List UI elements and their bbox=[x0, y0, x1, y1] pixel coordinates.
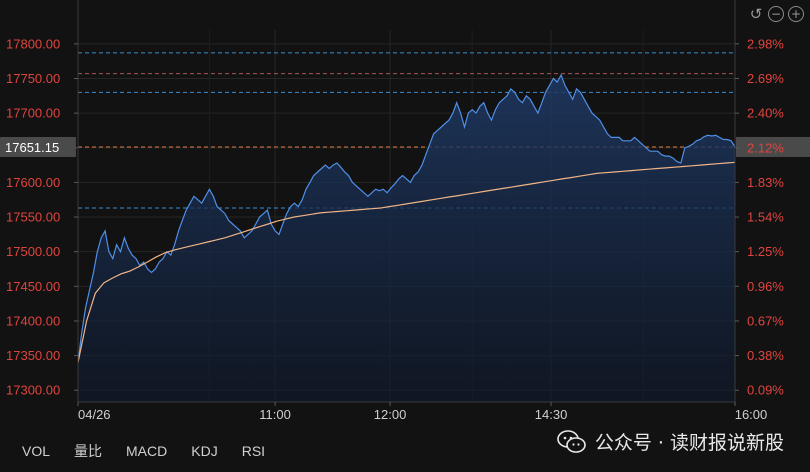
wechat-icon bbox=[557, 429, 586, 453]
undo-icon[interactable]: ↺ bbox=[749, 5, 763, 23]
x-tick: 04/26 bbox=[78, 407, 111, 422]
y-tick-right: 0.67% bbox=[747, 313, 784, 328]
tab-vol[interactable]: VOL bbox=[22, 443, 51, 459]
y-tick-right: 0.38% bbox=[747, 348, 784, 363]
tab-macd[interactable]: MACD bbox=[126, 443, 168, 459]
y-tick-left: 17600.00 bbox=[6, 175, 60, 190]
y-tick-right: 2.40% bbox=[747, 106, 784, 121]
y-tick-right: 1.25% bbox=[747, 244, 784, 259]
x-tick: 14:30 bbox=[535, 407, 568, 422]
y-tick-right: 2.12% bbox=[747, 140, 784, 155]
y-axis-right: 2.98% 2.69% 2.40% 2.12% 1.83% 1.54% 1.25% 0.96%… bbox=[735, 36, 810, 398]
price-tag-label: 17651.15 bbox=[5, 140, 59, 155]
x-axis: 04/26 11:00 12:00 14:30 16:00 bbox=[77, 402, 768, 422]
current-percent-bg bbox=[736, 136, 810, 157]
price-line bbox=[77, 73, 736, 363]
zoom-out-icon[interactable]: − bbox=[768, 6, 784, 22]
y-tick-left: 17300.00 bbox=[6, 383, 60, 398]
y-tick-left: 17450.00 bbox=[6, 279, 60, 294]
tab-volume-ratio[interactable]: 量比 bbox=[74, 443, 103, 459]
watermark: 公众号 · 读财报说新股 bbox=[557, 428, 784, 455]
y-tick-left: 17750.00 bbox=[6, 71, 60, 86]
y-tick-left: 17400.00 bbox=[6, 313, 60, 328]
x-tick: 12:00 bbox=[374, 407, 407, 422]
y-tick-right: 2.98% bbox=[747, 36, 784, 51]
indicator-tabs: VOL 量比 MACD KDJ RSI bbox=[0, 436, 277, 466]
y-tick-left: 17800.00 bbox=[6, 36, 60, 51]
y-tick-left: 17350.00 bbox=[6, 348, 60, 363]
y-tick-right: 0.09% bbox=[747, 383, 784, 398]
y-tick-right: 0.96% bbox=[747, 279, 784, 294]
x-tick: 16:00 bbox=[735, 407, 768, 422]
y-axis-left: 17800.0017750.0017700.0017650.0017600.00… bbox=[6, 36, 78, 398]
y-tick-left: 17500.00 bbox=[6, 244, 60, 259]
y-tick-left: 17700.00 bbox=[6, 106, 60, 121]
y-tick-right: 2.69% bbox=[747, 71, 784, 86]
watermark-text: 公众号 · 读财报说新股 bbox=[594, 432, 784, 454]
chart-toolbar: ↺ − + bbox=[748, 6, 804, 22]
chart-axes bbox=[77, 0, 736, 403]
y-tick-right: 1.54% bbox=[747, 210, 784, 225]
current-price-tag: 17651.15 bbox=[0, 136, 76, 157]
price-tag-bg bbox=[0, 136, 76, 157]
tab-kdj[interactable]: KDJ bbox=[191, 443, 218, 459]
zoom-in-icon[interactable]: + bbox=[788, 6, 804, 22]
price-area bbox=[78, 75, 735, 402]
x-tick: 11:00 bbox=[259, 407, 291, 422]
tab-rsi[interactable]: RSI bbox=[241, 443, 266, 459]
average-line bbox=[77, 161, 736, 363]
y-tick-left: 17550.00 bbox=[6, 210, 60, 225]
y-tick-right: 1.83% bbox=[747, 175, 784, 190]
